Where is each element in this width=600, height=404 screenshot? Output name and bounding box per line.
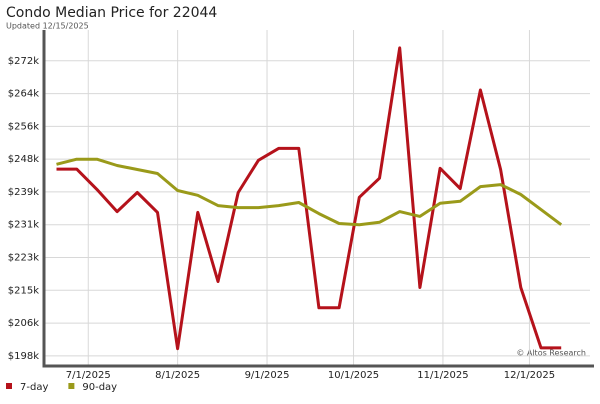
y-tick-label: $256k xyxy=(8,121,39,132)
chart-title: Condo Median Price for 22044 xyxy=(6,5,217,21)
y-tick-label: $272k xyxy=(8,56,39,67)
legend-swatch xyxy=(6,383,12,389)
y-tick-label: $248k xyxy=(8,154,39,165)
x-tick-label: 9/1/2025 xyxy=(245,370,290,381)
y-tick-label: $239k xyxy=(8,187,39,198)
x-tick-label: 7/1/2025 xyxy=(66,370,111,381)
y-tick-label: $223k xyxy=(8,253,39,264)
axis xyxy=(42,30,594,368)
x-tick-label: 10/1/2025 xyxy=(328,370,379,381)
y-tick-label: $198k xyxy=(8,351,39,362)
legend-label: 90-day xyxy=(82,382,117,393)
x-tick-label: 8/1/2025 xyxy=(155,370,200,381)
y-tick-label: $264k xyxy=(8,89,39,100)
y-tick-label: $215k xyxy=(8,285,39,296)
y-tick-label: $231k xyxy=(8,220,39,231)
series-line xyxy=(56,46,562,351)
y-tick-label: $206k xyxy=(8,318,39,329)
x-tick-label: 11/1/2025 xyxy=(417,370,468,381)
legend-swatch xyxy=(68,383,75,389)
series-line xyxy=(56,157,563,227)
x-tick-label: 12/1/2025 xyxy=(504,370,555,381)
chart-subtitle: Updated 12/15/2025 xyxy=(6,22,89,31)
legend-label: 7-day xyxy=(20,382,48,393)
annotation: © Altos Research xyxy=(516,349,586,358)
plot-area xyxy=(45,30,590,365)
